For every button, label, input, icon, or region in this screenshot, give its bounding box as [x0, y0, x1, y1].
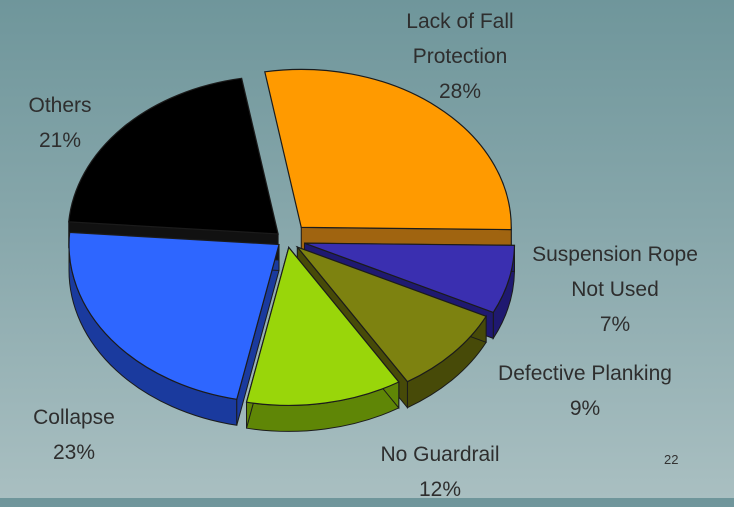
label-suspension-rope: Suspension Rope Not Used 7%: [505, 237, 725, 342]
label-defective-planking: Defective Planking 9%: [475, 356, 695, 426]
label-collapse: Collapse 23%: [14, 400, 134, 470]
page-number: 22: [664, 452, 678, 467]
label-lack-of-fall-protection: Lack of Fall Protection 28%: [365, 4, 555, 109]
label-others: Others 21%: [0, 88, 120, 158]
label-no-guardrail: No Guardrail 12%: [350, 437, 530, 507]
